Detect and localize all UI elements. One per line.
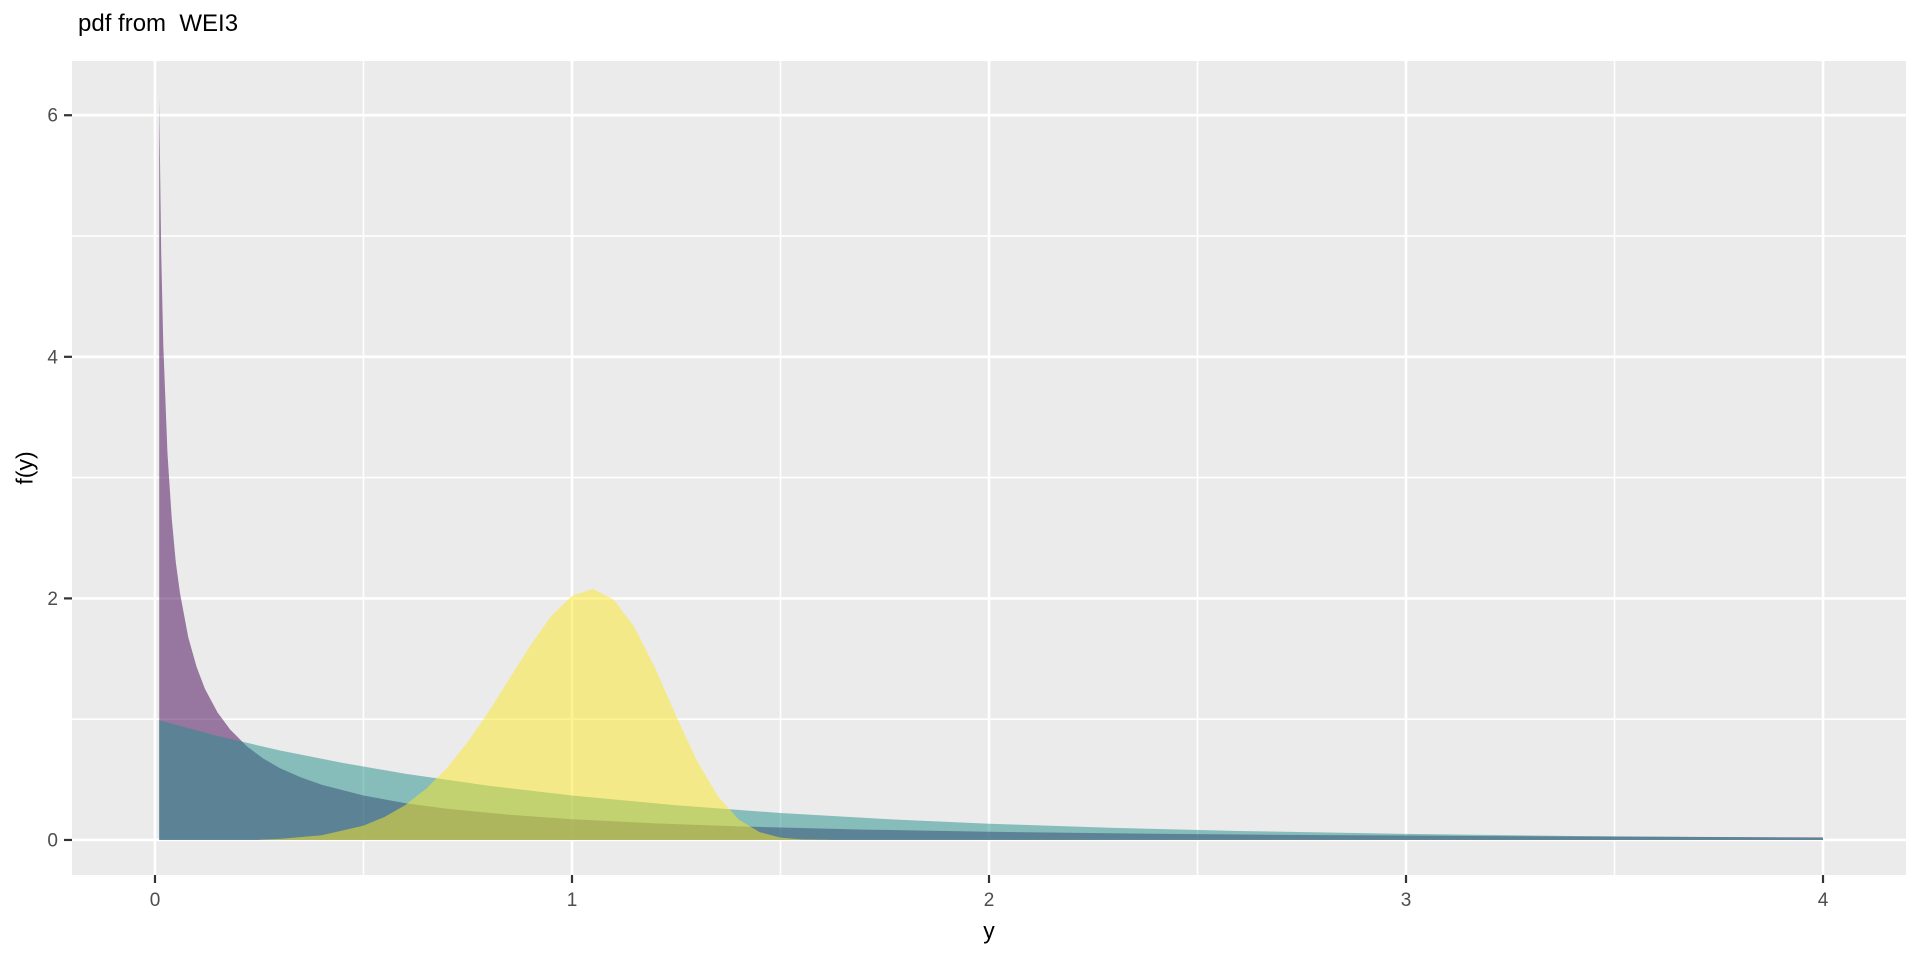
x-tick-label: 3: [1401, 890, 1412, 911]
x-tick-label: 1: [567, 890, 578, 911]
y-tick-label: 0: [47, 830, 58, 851]
y-tick-label: 6: [47, 106, 58, 127]
axis-tick-labels: 0 1 2 3 4 0 2 4 6: [47, 106, 1828, 911]
y-axis-label: f(y): [11, 451, 38, 485]
y-tick-label: 2: [47, 589, 58, 610]
chart-title: pdf from WEI3: [78, 10, 239, 37]
y-tick-label: 4: [47, 347, 58, 368]
x-tick-label: 2: [984, 890, 995, 911]
axis-ticks: [64, 114, 1825, 883]
x-tick-label: 4: [1818, 890, 1829, 911]
area-yellow-density-bell: [259, 589, 831, 840]
x-tick-label: 0: [150, 890, 161, 911]
x-axis-label: y: [983, 917, 995, 944]
grid-major: [72, 61, 1906, 875]
